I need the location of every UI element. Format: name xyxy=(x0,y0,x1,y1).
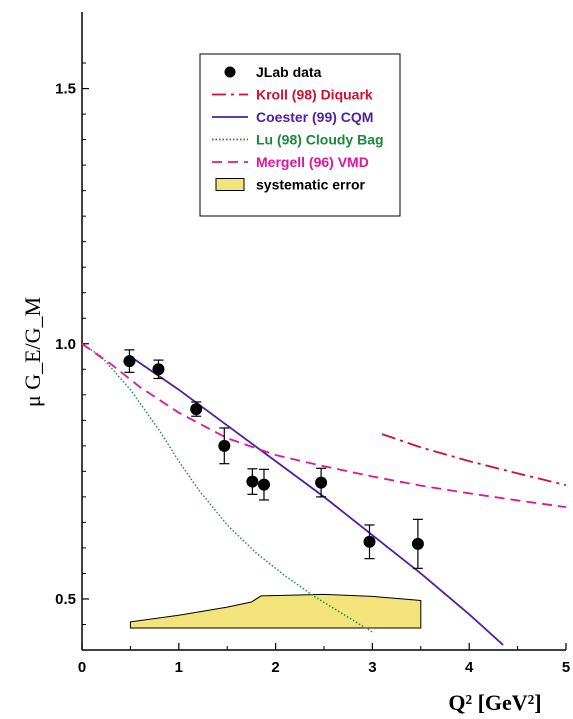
data-point xyxy=(218,439,231,452)
legend-swatch-syserr xyxy=(215,178,245,191)
data-point xyxy=(246,475,259,488)
legend-label-coester: Coester (99) CQM xyxy=(256,109,373,125)
data-point xyxy=(123,355,136,368)
systematic-error-band-group xyxy=(129,593,422,629)
legend-label-kroll: Kroll (98) Diquark xyxy=(256,87,373,103)
x-tick-label: 0 xyxy=(78,659,86,676)
data-point xyxy=(257,478,270,491)
x-tick-label: 3 xyxy=(368,659,376,676)
legend-swatch-jlab xyxy=(224,66,236,78)
systematic-error-band xyxy=(129,593,422,629)
series-line-mergell xyxy=(81,343,567,508)
y-axis-label: μ G_E/G_M xyxy=(20,297,45,407)
data-point xyxy=(190,403,203,416)
y-tick-label: 1.5 xyxy=(55,81,76,98)
y-tick-label: 1.0 xyxy=(55,336,76,353)
legend-label-jlab: JLab data xyxy=(256,64,322,80)
x-tick-label: 5 xyxy=(562,659,570,676)
x-tick-label: 4 xyxy=(465,659,474,676)
legend-label-lu: Lu (98) Cloudy Bag xyxy=(256,132,384,148)
data-point xyxy=(363,535,376,548)
tick-group: 0 1 2 3 4 5 0.5 1.0 1.5 xyxy=(55,62,570,676)
x-tick-label: 2 xyxy=(271,659,279,676)
data-point xyxy=(411,537,424,550)
legend: JLab data Kroll (98) Diquark Coester (99) … xyxy=(199,53,401,217)
y-tick-label: 0.5 xyxy=(55,591,76,608)
data-point xyxy=(152,363,165,376)
legend-label-mergell: Mergell (96) VMD xyxy=(256,154,369,170)
legend-label-syserr: systematic error xyxy=(256,177,366,193)
data-point xyxy=(315,476,328,489)
series-line-lu xyxy=(81,343,373,633)
series-line-kroll xyxy=(381,433,567,487)
x-tick-label: 1 xyxy=(175,659,183,676)
jlab-data-points xyxy=(123,349,424,569)
x-axis-label: Q² [GeV²] xyxy=(448,690,541,715)
